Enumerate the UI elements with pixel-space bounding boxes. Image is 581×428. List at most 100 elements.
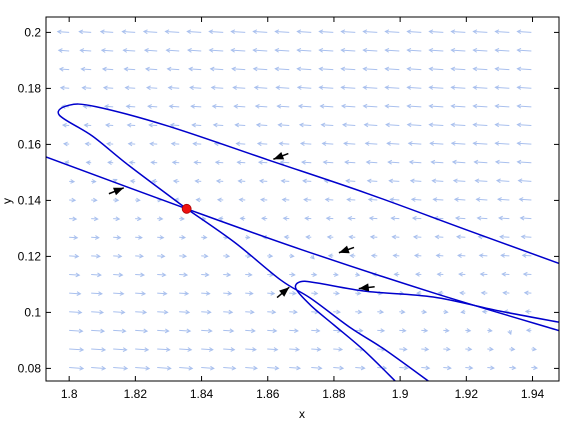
vector-field-arrow: [166, 66, 180, 72]
vector-field-arrow: [275, 85, 290, 90]
vector-field-arrow: [69, 253, 80, 259]
vector-field-arrow: [143, 48, 158, 53]
vector-field-arrow: [135, 309, 148, 315]
vector-field-arrow: [450, 47, 466, 53]
vector-field-arrow: [369, 234, 378, 240]
y-tick-label: 0.18: [18, 81, 42, 95]
vector-field-arrow: [100, 48, 114, 53]
vector-field-arrow: [301, 159, 312, 165]
vector-field-arrow: [276, 103, 290, 109]
vector-field-arrow: [113, 328, 127, 334]
vector-field-arrow: [384, 29, 400, 35]
vector-field-arrow: [391, 234, 400, 240]
vector-field-arrow: [443, 328, 450, 333]
vector-field-arrow: [144, 66, 158, 72]
vector-field-arrow: [443, 365, 452, 371]
vector-field-arrow: [195, 197, 202, 203]
vector-field-arrow: [494, 141, 510, 146]
vector-field-arrow: [142, 29, 158, 35]
vector-field-arrow: [191, 122, 202, 128]
vector-field-arrow: [186, 29, 202, 35]
vector-field-arrow: [465, 365, 474, 371]
vector-field-arrow: [412, 234, 422, 240]
vector-field-arrow: [343, 141, 356, 146]
vector-field-arrow: [201, 272, 210, 278]
vector-field-arrow: [168, 104, 180, 109]
vector-field-arrow: [274, 47, 290, 53]
vector-field-arrow: [257, 160, 268, 165]
vector-field-arrow: [223, 291, 233, 296]
vector-field-arrow: [318, 47, 334, 53]
vector-field-arrow: [122, 48, 136, 53]
vector-field-arrow: [384, 103, 400, 109]
vector-field-arrow: [305, 234, 312, 240]
vector-field-arrow: [69, 179, 76, 184]
vector-field-arrow: [151, 178, 158, 184]
vector-field-arrow: [318, 29, 334, 35]
vector-field-arrow: [149, 141, 158, 147]
vector-field-arrow: [355, 328, 364, 333]
vector-field-arrow: [494, 159, 510, 165]
vector-field-arrow: [310, 254, 315, 260]
vector-field-arrow: [472, 66, 488, 72]
vector-field-arrow: [428, 29, 444, 35]
direction-arrow: [108, 187, 125, 196]
vector-field-arrow: [390, 215, 400, 221]
vector-field-arrow: [349, 253, 356, 259]
vector-field-arrow: [189, 85, 202, 91]
vector-field-arrow: [56, 29, 70, 35]
vector-field-arrow: [303, 197, 312, 203]
y-tick-label: 0.1: [24, 305, 41, 319]
vector-field-arrow: [502, 290, 510, 296]
vector-field-arrow: [267, 347, 279, 352]
vector-field-arrow: [230, 47, 246, 53]
x-axis-label: x: [299, 407, 305, 421]
vector-field-arrow: [113, 347, 128, 352]
trajectory-line-2: [57, 103, 559, 265]
y-tick-label: 0.08: [18, 361, 42, 375]
vector-field-arrow: [135, 235, 143, 240]
vector-field-arrow: [475, 197, 488, 202]
vector-field-arrow: [344, 159, 356, 165]
vector-field-arrow: [340, 29, 356, 35]
direction-arrow: [273, 151, 289, 160]
vector-field-arrow: [157, 216, 164, 222]
vector-field-arrow: [465, 346, 473, 352]
vector-field-arrow: [279, 160, 290, 165]
vector-field-arrow: [435, 253, 444, 258]
plot-background: [46, 17, 559, 381]
vector-field-arrow: [113, 272, 124, 278]
vector-field-arrow: [208, 47, 224, 53]
vector-field-arrow: [129, 178, 136, 184]
vector-field-arrow: [487, 328, 493, 333]
vector-field-arrow: [187, 47, 202, 53]
vector-field-arrow: [481, 309, 488, 315]
vector-field-arrow: [355, 290, 362, 296]
vector-field-arrow: [429, 141, 444, 146]
vector-field-arrow: [223, 309, 234, 315]
vector-field-arrow: [126, 122, 136, 128]
vector-field-arrow: [362, 66, 378, 72]
vector-field-arrow: [105, 122, 114, 128]
vector-field-arrow: [413, 253, 422, 259]
vector-field-arrow: [69, 328, 84, 334]
vector-field-arrow: [57, 48, 70, 53]
vector-field-arrow: [69, 216, 78, 222]
x-tick-label: 1.8: [61, 387, 78, 401]
vector-field-arrow: [346, 197, 356, 203]
vector-field-arrow: [157, 309, 169, 315]
vector-field-arrow: [516, 103, 532, 109]
x-tick-label: 1.92: [455, 387, 479, 401]
vector-field-arrow: [531, 346, 537, 352]
equilibrium-point: [181, 203, 192, 214]
vector-field-arrow: [234, 122, 246, 128]
vector-field-arrow: [121, 29, 136, 35]
vector-field-arrow: [261, 216, 268, 221]
vector-field-arrow: [267, 365, 280, 371]
vector-field-arrow: [289, 328, 299, 334]
vector-field-arrow: [450, 141, 466, 146]
plot-frame: [45, 16, 560, 382]
vector-field-arrow: [267, 253, 274, 259]
vector-field-arrow: [362, 85, 378, 90]
vector-field-arrow: [516, 66, 532, 72]
